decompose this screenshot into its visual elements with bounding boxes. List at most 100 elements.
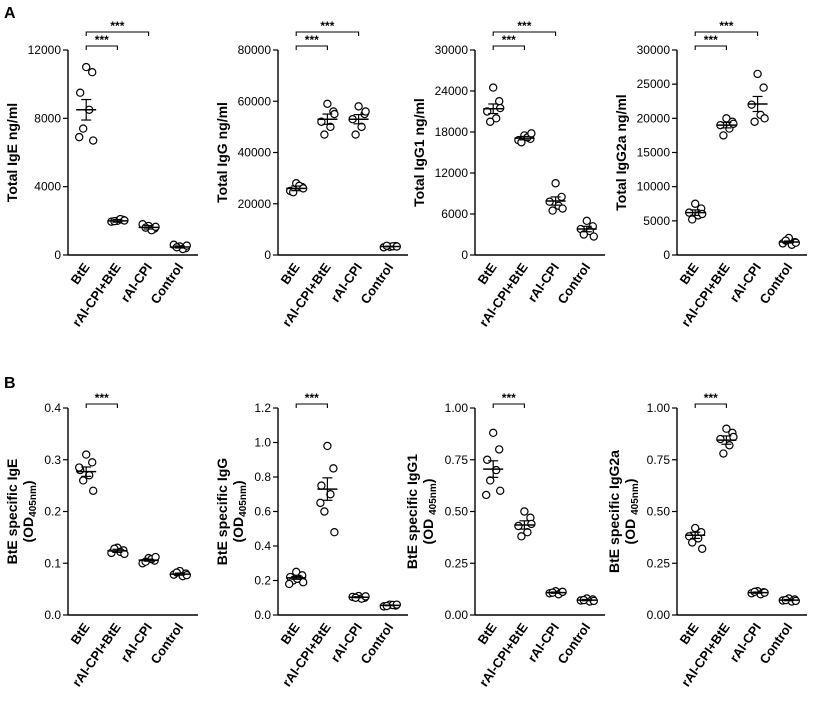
data-group xyxy=(74,62,98,145)
data-group xyxy=(778,594,801,606)
category-label: BtE xyxy=(475,260,500,287)
y-axis-unit-label: (OD 405nm) xyxy=(622,479,641,545)
data-point xyxy=(495,445,504,454)
data-point xyxy=(78,124,88,133)
significance-bracket xyxy=(295,403,328,408)
significance-label: *** xyxy=(110,19,124,33)
y-tick-label: 0.0 xyxy=(44,608,61,622)
y-tick-label: 0.3 xyxy=(44,453,61,467)
data-point xyxy=(496,486,505,495)
y-axis-unit-label: (OD 405nm) xyxy=(420,479,439,545)
data-point xyxy=(691,199,700,208)
y-axis-label: Total IgG ng/ml xyxy=(214,102,230,203)
y-axis-label: Total IgG2a ng/ml xyxy=(613,94,629,210)
data-point xyxy=(527,129,536,138)
unit-prefix: (OD xyxy=(420,515,436,545)
data-point xyxy=(759,83,768,92)
data-point xyxy=(722,424,731,433)
significance-bracket xyxy=(694,45,727,50)
y-tick-label: 30000 xyxy=(637,43,671,57)
chart-panel-a4: 0 5000 10000 15000 20000 25000 30000 Total IgG2… xyxy=(613,19,807,329)
significance-bracket xyxy=(492,403,525,408)
y-tick-label: 0 xyxy=(54,248,61,262)
significance-label: *** xyxy=(719,19,733,33)
data-point xyxy=(361,107,370,116)
significance-bracket xyxy=(492,31,557,36)
category-label: Control xyxy=(147,260,186,306)
data-point xyxy=(698,544,707,553)
data-point xyxy=(753,69,762,79)
data-group xyxy=(286,179,308,197)
category-label: Control xyxy=(554,260,593,306)
data-group xyxy=(483,83,505,126)
data-group xyxy=(348,102,370,139)
data-point xyxy=(548,206,557,215)
y-tick-label: 0.75 xyxy=(647,453,671,467)
y-tick-label: 0.8 xyxy=(254,470,271,484)
data-point xyxy=(750,117,759,126)
unit-subscript: 405nm xyxy=(630,483,641,515)
chart-panel-b2: 0.0 0.2 0.4 0.6 0.8 1.0 1.2 BtE specific IgG (OD… xyxy=(214,391,408,689)
data-point xyxy=(87,458,97,467)
significance-bracket xyxy=(694,31,759,36)
data-group xyxy=(685,523,707,553)
unit-subscript: 405nm xyxy=(428,483,439,515)
significance-label: *** xyxy=(305,33,319,47)
data-point xyxy=(81,450,91,459)
unit-subscript: 405nm xyxy=(238,485,249,517)
data-point xyxy=(87,68,97,77)
panel-label-a: A xyxy=(4,5,16,22)
data-point xyxy=(489,428,498,438)
data-group xyxy=(545,586,567,599)
y-tick-label: 20000 xyxy=(637,111,671,125)
category-label: Control xyxy=(147,620,186,666)
data-point xyxy=(323,99,332,109)
significance-label: *** xyxy=(95,391,109,405)
category-label: BtE xyxy=(278,260,303,287)
data-group xyxy=(138,220,160,235)
unit-suffix: ) xyxy=(230,480,246,485)
data-group xyxy=(482,428,505,500)
data-point xyxy=(330,528,339,537)
significance-label: *** xyxy=(320,19,334,33)
data-point xyxy=(582,216,592,226)
data-point xyxy=(760,114,769,123)
data-point xyxy=(88,136,98,145)
chart-panel-b4: 0.00 0.25 0.50 0.75 1.00 BtE specific IgG2a (O… xyxy=(606,391,807,689)
y-tick-label: 0.6 xyxy=(254,505,271,519)
y-axis-label: BtE specific IgG2a xyxy=(606,450,622,573)
y-tick-label: 0.25 xyxy=(647,556,671,570)
y-axis-label: Total IgG1 ng/ml xyxy=(411,98,427,207)
y-tick-label: 0 xyxy=(264,248,271,262)
y-tick-label: 0 xyxy=(663,248,670,262)
category-label: Control xyxy=(357,620,396,666)
y-tick-label: 20000 xyxy=(238,197,272,211)
data-group xyxy=(685,199,707,224)
category-label: BtE xyxy=(278,620,303,647)
significance-bracket xyxy=(85,31,150,36)
unit-prefix: (OD xyxy=(230,517,246,543)
unit-prefix: (OD xyxy=(20,517,36,543)
data-point xyxy=(558,204,567,213)
y-tick-label: 40000 xyxy=(238,146,272,160)
category-label: Control xyxy=(554,620,593,666)
data-point xyxy=(285,579,294,589)
y-tick-label: 0.4 xyxy=(44,401,61,415)
y-axis-unit-label: (OD405nm) xyxy=(20,480,39,542)
data-group xyxy=(379,241,401,252)
data-group xyxy=(545,179,567,215)
data-group xyxy=(138,552,160,568)
data-point xyxy=(520,507,529,516)
significance-label: *** xyxy=(704,33,718,47)
data-point xyxy=(716,434,725,444)
y-tick-label: 18000 xyxy=(435,125,469,139)
y-tick-label: 0.4 xyxy=(254,539,271,553)
significance-label: *** xyxy=(704,391,718,405)
data-group xyxy=(74,450,98,495)
data-point xyxy=(88,486,98,495)
y-tick-label: 1.00 xyxy=(445,401,469,415)
y-tick-label: 25000 xyxy=(637,77,671,91)
category-label: BtE xyxy=(677,620,702,647)
